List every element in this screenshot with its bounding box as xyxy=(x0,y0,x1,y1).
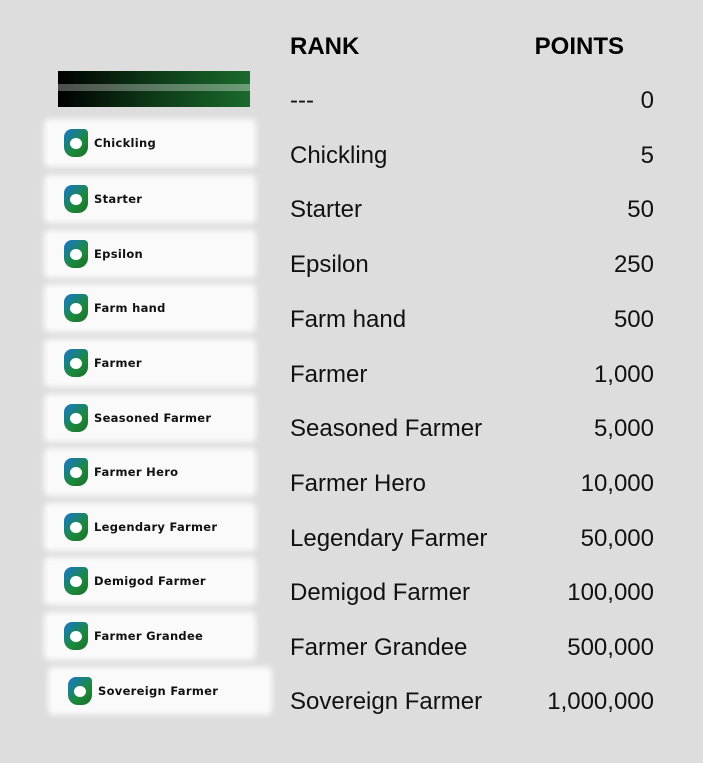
rank-header: RANK xyxy=(290,33,360,60)
rank-name: Legendary Farmer xyxy=(290,525,488,552)
rank-badge: Farmer Hero xyxy=(48,452,252,492)
cat-logo-icon xyxy=(64,240,88,268)
cat-logo-icon xyxy=(64,513,88,541)
rank-badge: Sovereign Farmer xyxy=(52,671,268,711)
no-rank-bar xyxy=(58,71,250,107)
rank-row: Seasoned Farmer 5,000 xyxy=(0,415,703,469)
rank-row: Farmer Grandee 500,000 xyxy=(0,634,703,688)
badge-label: Legendary Farmer xyxy=(94,520,218,534)
cat-logo-icon xyxy=(64,458,88,486)
rank-row: Legendary Farmer 50,000 xyxy=(0,525,703,579)
rank-row: Demigod Farmer 100,000 xyxy=(0,579,703,633)
rank-badge: Farmer Grandee xyxy=(48,616,252,656)
badge-label: Farmer Grandee xyxy=(94,629,204,643)
badge-label: Seasoned Farmer xyxy=(94,411,212,425)
cat-logo-icon xyxy=(64,129,88,157)
rank-points: 50 xyxy=(627,196,654,223)
rank-points: 1,000,000 xyxy=(547,688,654,715)
rank-points: 0 xyxy=(640,87,654,114)
rank-name: Chickling xyxy=(290,142,388,169)
rank-name: Sovereign Farmer xyxy=(290,688,483,715)
rank-badge: Chickling xyxy=(48,123,252,163)
rank-row: Farm hand 500 xyxy=(0,306,703,360)
badge-label: Demigod Farmer xyxy=(94,574,206,588)
rank-row: Sovereign Farmer 1,000,000 xyxy=(0,688,703,742)
cat-logo-icon xyxy=(64,294,88,322)
rank-points: 500 xyxy=(613,306,654,333)
rank-name: Starter xyxy=(290,196,363,223)
rank-badge: Farmer xyxy=(48,343,252,383)
cat-logo-icon xyxy=(64,185,88,213)
rank-points: 5 xyxy=(640,142,654,169)
rank-badge: Farm hand xyxy=(48,288,252,328)
rank-badge: Seasoned Farmer xyxy=(48,398,252,438)
rank-name: Farmer Hero xyxy=(290,470,427,497)
rank-row: Farmer Hero 10,000 xyxy=(0,470,703,524)
rank-points: 250 xyxy=(613,251,654,278)
rank-points: 5,000 xyxy=(593,415,654,442)
rank-badge: Demigod Farmer xyxy=(48,561,252,601)
rank-row: Epsilon 250 xyxy=(0,251,703,305)
badge-label: Chickling xyxy=(94,136,157,150)
cat-logo-icon xyxy=(64,404,88,432)
rank-points: 50,000 xyxy=(580,525,654,552)
badge-label: Farm hand xyxy=(94,301,166,315)
rank-name: Farmer xyxy=(290,361,368,388)
rank-points: 10,000 xyxy=(580,470,654,497)
badge-label: Epsilon xyxy=(94,247,144,261)
cat-logo-icon xyxy=(68,677,92,705)
cat-logo-icon xyxy=(64,567,88,595)
badge-label: Farmer Hero xyxy=(94,465,179,479)
rank-name: Farm hand xyxy=(290,306,407,333)
rank-points: 1,000 xyxy=(593,361,654,388)
rank-points: 100,000 xyxy=(567,579,654,606)
badge-label: Farmer xyxy=(94,356,142,370)
rank-row: Starter 50 xyxy=(0,196,703,250)
rank-badge: Epsilon xyxy=(48,234,252,274)
badge-label: Sovereign Farmer xyxy=(98,684,219,698)
rank-name: Seasoned Farmer xyxy=(290,415,483,442)
points-header: POINTS xyxy=(534,33,624,60)
rank-row: Farmer 1,000 xyxy=(0,361,703,415)
rank-badge: Legendary Farmer xyxy=(48,507,252,547)
badge-label: Starter xyxy=(94,192,143,206)
rank-badge: Starter xyxy=(48,179,252,219)
rank-name: Farmer Grandee xyxy=(290,634,468,661)
cat-logo-icon xyxy=(64,349,88,377)
rank-name: Demigod Farmer xyxy=(290,579,471,606)
rank-name: --- xyxy=(290,87,314,114)
rank-row: Chickling 5 xyxy=(0,142,703,196)
rank-points: 500,000 xyxy=(567,634,654,661)
cat-logo-icon xyxy=(64,622,88,650)
rank-name: Epsilon xyxy=(290,251,369,278)
rank-row: --- 0 xyxy=(0,87,703,141)
